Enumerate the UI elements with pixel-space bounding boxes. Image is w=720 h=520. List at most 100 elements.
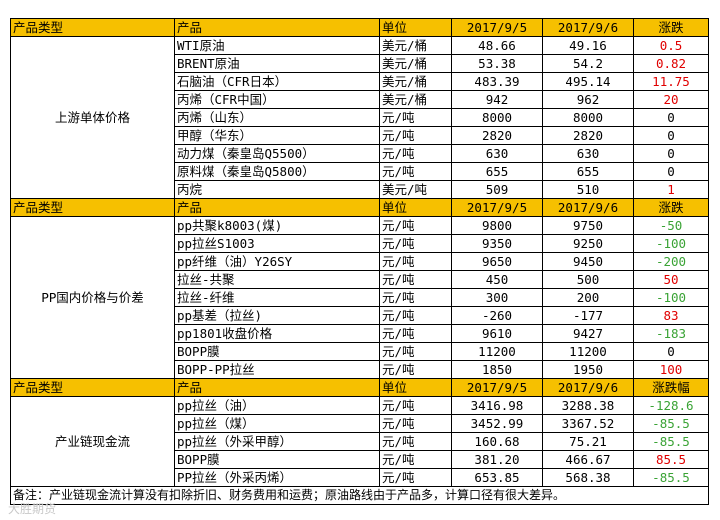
price-date2: 9427 [542,324,634,343]
product-name: 丙烷 [174,180,380,199]
note-row: 备注：产业链现金流计算没有扣除折旧、财务费用和运费；原油路线由于产品多，计算口径… [10,486,709,505]
product-name: BOPP-PP拉丝 [174,360,380,379]
price-date2: 9750 [542,216,634,235]
table-row: pp基差（拉丝) 元/吨 -260 -177 83 [11,306,709,325]
price-date1: 1850 [451,360,543,379]
price-date1: 509 [451,180,543,199]
product-name: 原料煤（秦皇岛Q5800） [174,162,380,181]
unit: 美元/桶 [379,54,452,73]
unit: 元/吨 [379,126,452,145]
change-value: -50 [633,216,709,235]
change-value: -100 [633,288,709,307]
price-date1: 53.38 [451,54,543,73]
price-date2: 9250 [542,234,634,253]
change-value: 100 [633,360,709,379]
category-label: PP国内价格与价差 [10,216,175,379]
price-date2: 2820 [542,126,634,145]
product-name: 丙烯（山东） [174,108,380,127]
product-name: 甲醇（华东） [174,126,380,145]
change-value: -128.6 [633,396,709,415]
header-date2: 2017/9/6 [542,18,634,37]
product-name: 拉丝-纤维 [174,288,380,307]
unit: 元/吨 [379,342,452,361]
header-category: 产品类型 [10,18,175,37]
price-date1: 2820 [451,126,543,145]
price-table-body: 产品类型 产品 单位 2017/9/5 2017/9/6 涨跌 上游单体价格 WTI原油 美元/… [10,18,709,505]
change-value: 1 [633,180,709,199]
price-date2: 54.2 [542,54,634,73]
price-date1: 9800 [451,216,543,235]
product-name: pp拉丝（煤） [174,414,380,433]
price-date2: 75.21 [542,432,634,451]
price-date1: 630 [451,144,543,163]
category-label: 产业链现金流 [10,396,175,487]
change-value: 0 [633,144,709,163]
price-table: 产品类型 产品 单位 2017/9/5 2017/9/6 涨跌 上游单体价格 WTI原油 美元/… [10,18,709,505]
product-name: 丙烯（CFR中国） [174,90,380,109]
header-change: 涨跌 [633,198,709,217]
table-row: pp拉丝S1003 元/吨 9350 9250 -100 [11,234,709,253]
table-row: 丙烯（CFR中国） 美元/桶 942 962 20 [11,90,709,109]
price-date2: 8000 [542,108,634,127]
section-header-row: 产品类型 产品 单位 2017/9/5 2017/9/6 涨跌 [10,198,709,217]
product-name: pp拉丝S1003 [174,234,380,253]
unit: 元/吨 [379,468,452,487]
table-row: 拉丝-纤维 元/吨 300 200 -100 [11,288,709,307]
header-date1: 2017/9/5 [451,198,543,217]
price-date1: 3416.98 [451,396,543,415]
price-date1: 48.66 [451,36,543,55]
header-unit: 单位 [379,198,452,217]
table-row: BOPP膜 元/吨 381.20 466.67 85.5 [11,450,709,469]
product-name: pp拉丝（油） [174,396,380,415]
header-unit: 单位 [379,378,452,397]
table-row: BOPP膜 元/吨 11200 11200 0 [11,342,709,361]
header-product: 产品 [174,378,380,397]
unit: 美元/桶 [379,72,452,91]
change-value: 0 [633,342,709,361]
unit: 元/吨 [379,234,452,253]
table-note: 备注：产业链现金流计算没有扣除折旧、财务费用和运费；原油路线由于产品多，计算口径… [10,486,709,505]
unit: 元/吨 [379,270,452,289]
product-name: BOPP膜 [174,342,380,361]
price-date2: 962 [542,90,634,109]
section-header-row: 产品类型 产品 单位 2017/9/5 2017/9/6 涨跌 [10,18,709,37]
product-name: BOPP膜 [174,450,380,469]
change-value: 20 [633,90,709,109]
table-row: pp1801收盘价格 元/吨 9610 9427 -183 [11,324,709,343]
change-value: -85.5 [633,432,709,451]
price-date1: 9610 [451,324,543,343]
header-change: 涨跌 [633,18,709,37]
header-date1: 2017/9/5 [451,18,543,37]
price-date2: 630 [542,144,634,163]
price-date2: 1950 [542,360,634,379]
change-value: 85.5 [633,450,709,469]
product-name: WTI原油 [174,36,380,55]
header-category: 产品类型 [10,198,175,217]
change-value: 0 [633,162,709,181]
price-date1: 3452.99 [451,414,543,433]
unit: 元/吨 [379,432,452,451]
product-name: pp共聚k8003(煤) [174,216,380,235]
price-date2: 49.16 [542,36,634,55]
price-date2: 3367.52 [542,414,634,433]
price-date2: 655 [542,162,634,181]
header-change: 涨跌幅 [633,378,709,397]
change-value: 83 [633,306,709,325]
product-name: pp纤维（油）Y26SY [174,252,380,271]
unit: 元/吨 [379,216,452,235]
product-name: BRENT原油 [174,54,380,73]
price-date2: 11200 [542,342,634,361]
product-name: pp1801收盘价格 [174,324,380,343]
unit: 元/吨 [379,324,452,343]
price-date1: 381.20 [451,450,543,469]
price-date1: 300 [451,288,543,307]
price-date2: 510 [542,180,634,199]
unit: 元/吨 [379,288,452,307]
header-unit: 单位 [379,18,452,37]
unit: 美元/吨 [379,180,452,199]
header-date2: 2017/9/6 [542,378,634,397]
watermark: 大胜期货 [8,502,57,516]
table-row: 丙烯（山东） 元/吨 8000 8000 0 [11,108,709,127]
unit: 元/吨 [379,360,452,379]
unit: 元/吨 [379,414,452,433]
